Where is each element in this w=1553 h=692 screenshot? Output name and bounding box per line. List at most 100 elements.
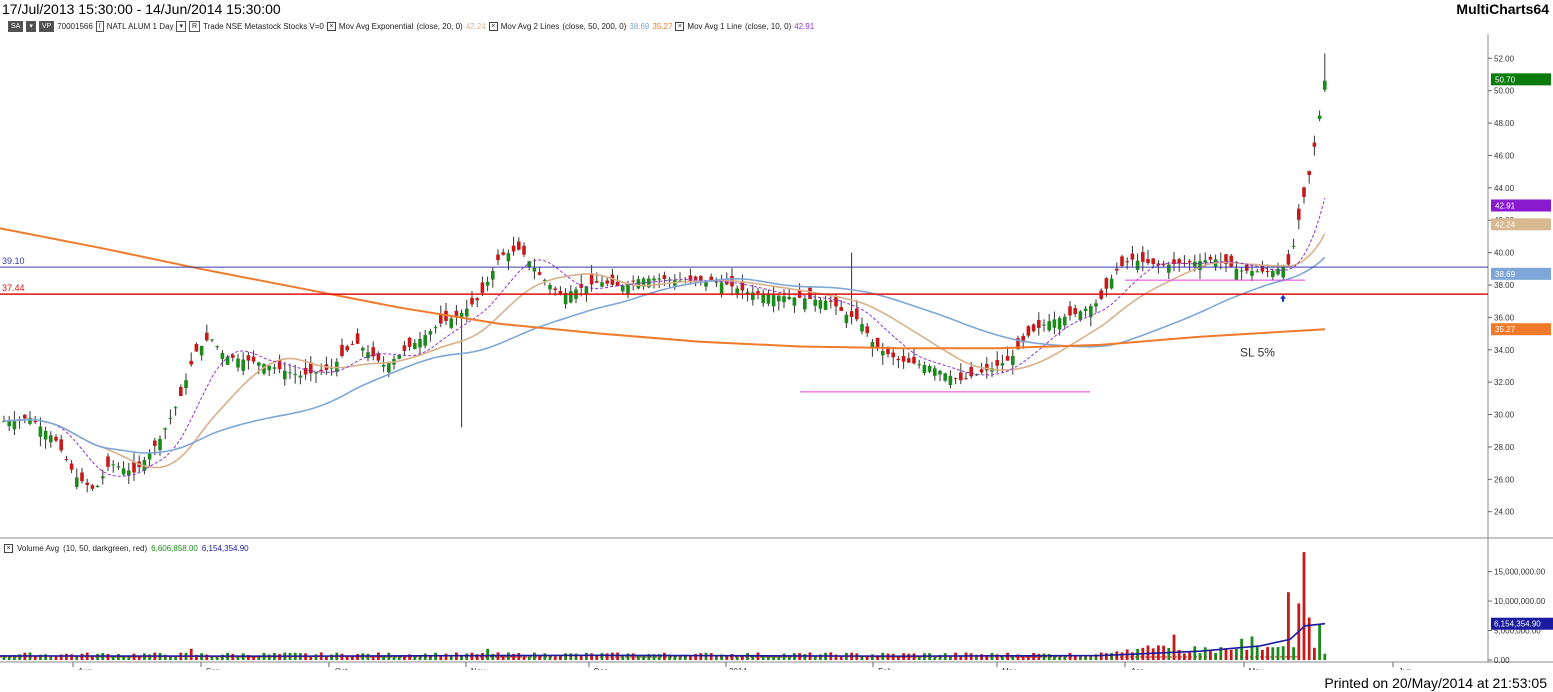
dropdown-icon[interactable]: ▾ [26,20,36,32]
candle-body [413,342,417,350]
candle-body [943,373,947,381]
candle-body [1182,262,1187,264]
volume-bar [1224,648,1228,660]
candle-body [158,438,162,451]
candle-body [1276,268,1280,275]
candle-body [1302,187,1306,197]
volume-bar [1323,653,1327,660]
x-tick-label: Jun [1399,667,1412,670]
candle-body [1317,115,1322,119]
candle-body [818,300,823,309]
candle-body [459,312,464,318]
volume-bar [1318,624,1321,660]
candle-body [766,294,771,304]
footer: Printed on 20/May/2014 at 21:53:05 [0,672,1553,692]
volume-bar [356,654,359,660]
volume-bar [787,655,791,660]
y-tick-label: 50.00 [1494,87,1515,96]
price-label-text: 50.70 [1495,75,1516,84]
candle-body [470,297,474,305]
volume-value2: 6,154,354.90 [201,543,249,553]
price-label-text: 42.24 [1495,220,1516,229]
sa-tag[interactable]: SA [8,20,24,32]
volume-bar [772,655,775,660]
volume-bar [938,654,942,660]
volume-bar [959,655,963,660]
candle-body [839,307,843,311]
candle-body [1047,321,1051,331]
candle-body [829,300,833,302]
candle-body [1115,268,1119,271]
candle-body [777,295,781,302]
y-tick-label: 34.00 [1494,346,1515,355]
candle-body [1057,318,1062,330]
close-icon[interactable]: × [326,21,336,31]
candle-body [428,331,433,335]
candle-body [220,352,225,359]
candle-body [361,347,365,351]
volume-bar [897,655,900,660]
volume-bar [533,652,536,660]
volume-bar [1209,649,1212,660]
volume-params: (10, 50, darkgreen, red) [63,543,148,553]
candle-body [1026,326,1031,336]
candle-body [106,456,110,467]
candle-body [199,345,204,356]
candle-body [189,360,193,365]
chart-area[interactable]: 24.00 26.00 28.00 30.00 32.00 34.00 36.00 38.00… [0,18,1553,670]
candle-body [662,275,667,279]
volume-bar [600,653,604,660]
candle-body [787,296,791,300]
candle-body [704,281,708,287]
volume-bar [1115,651,1119,660]
candle-body [803,298,807,310]
y-tick-label: 40.00 [1494,249,1515,258]
volume-bar [1079,656,1082,660]
volume-bar [626,653,630,660]
candle-body [371,347,375,357]
candle-body [132,461,136,473]
volume-bar [605,653,609,660]
candle-body [907,358,911,363]
i-tag[interactable]: I [95,20,104,32]
candle-body [95,485,100,488]
candle-body [1135,260,1140,270]
candle-body [548,285,552,290]
volume-bar [917,656,921,660]
volume-bar [735,656,739,660]
candle-body [121,468,126,475]
candle-body [69,463,74,470]
volume-bar [2,655,6,660]
volume-bar [1235,649,1238,660]
volume-tick-label: 0.00 [1494,656,1510,665]
price-chart[interactable]: 24.00 26.00 28.00 30.00 32.00 34.00 36.00 38.00… [0,18,1553,670]
volume-bar [689,656,692,660]
volume-bar [371,655,375,660]
symbol-dropdown-icon[interactable]: ▾ [176,20,186,32]
candle-body [834,296,838,307]
close-icon[interactable]: × [4,543,13,553]
candle-body [1224,254,1228,265]
volume-bar [127,655,131,660]
volume-bar [631,653,635,660]
close-icon[interactable]: × [675,21,685,31]
volume-bar [1240,638,1243,660]
close-icon[interactable]: × [488,21,498,31]
volume-bar [1177,649,1181,660]
candle-body [298,375,303,378]
candle-body [1063,316,1067,326]
volume-bar [871,654,874,660]
candle-body [792,297,797,306]
volume-bar [1276,647,1280,660]
volume-bar [548,656,552,660]
candle-body [886,348,890,355]
volume-bar [543,653,547,660]
volume-bar [777,656,781,660]
candle-body [480,282,485,293]
volume-bar [252,656,255,660]
vp-tag[interactable]: VP [38,20,55,32]
r-tag[interactable]: R [188,20,201,32]
volume-bar [860,655,864,660]
volume-bar [1027,655,1030,660]
volume-bar [1151,648,1155,660]
